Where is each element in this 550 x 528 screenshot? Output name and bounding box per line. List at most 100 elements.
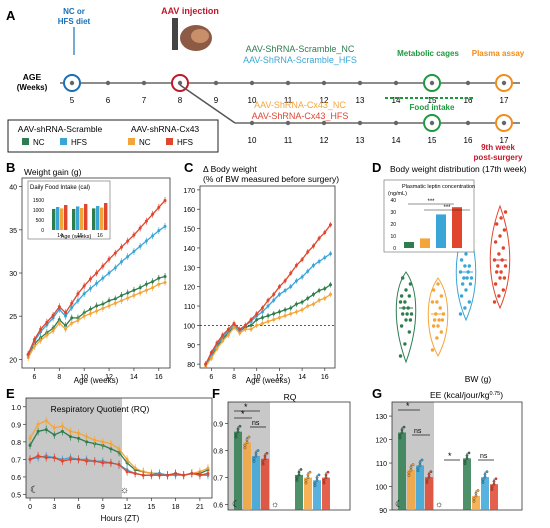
data-point [119,260,123,264]
bar-dark-cx43-nc [243,442,251,510]
panel-c-title-2: (% of BW measured before surgery) [203,174,339,184]
bar-dark-cx43-hfs [425,477,433,510]
violin-point [403,300,407,304]
data-point [126,291,130,295]
violin-point [403,342,407,346]
data-point [283,308,287,312]
food-intake-bar [64,205,68,230]
legend-swatch-hfs-cx [166,138,173,145]
cx43-nc-label: AAV-ShRNA-Cx43_NC [254,100,346,110]
bar-point [261,462,265,466]
bar-point [263,457,267,461]
week-14-dot [393,80,399,86]
week-6-label: 6 [106,96,111,105]
panel-c: C Δ Body weight (% of BW measured before… [183,160,339,385]
data-point [215,341,219,345]
data-point [36,429,40,433]
data-point [317,298,321,302]
ytick-label: 150 [183,227,195,234]
bar-point [481,478,485,482]
data-point [85,435,89,439]
ytick-label: 0.6 [11,475,21,482]
data-point [52,433,56,437]
data-point [226,333,230,337]
ytick-label: 0.6 [213,503,223,510]
data-point [277,310,281,314]
b-week-14-label: 14 [392,136,401,145]
bar-point [295,476,299,479]
inset-ytick: 0 [41,228,44,234]
bar-light-cx43-hfs [490,484,498,510]
xtick-label: 16 [321,374,329,381]
data-point [85,459,89,463]
ytick-label: 160 [183,207,195,214]
panel-g-yticks: 130 120 110 100 90 [375,414,392,515]
data-point [64,311,68,315]
data-point [323,287,327,291]
data-point [311,302,315,306]
week-11-label: 11 [284,96,293,105]
data-point [57,321,61,325]
panel-d-xlabel: BW (g) [465,374,492,384]
data-point [289,271,293,275]
bar-point [407,474,411,477]
data-point [138,286,142,290]
g-moon-icon: ☾ [395,499,403,509]
data-point [138,226,142,230]
data-point [82,292,86,296]
data-point [68,429,72,433]
legend-nc-cx: NC [139,138,151,147]
violin-point [501,288,505,292]
data-point [109,461,113,465]
inset-xtick: 15 [77,233,83,239]
week-7-dot [141,80,147,86]
bar-point [306,476,310,479]
panel-f-significance: * * ns [234,402,266,428]
data-point [45,320,49,324]
week-8-label: 8 [178,96,183,105]
data-point [289,306,293,310]
data-point [109,447,113,451]
data-point [126,296,130,300]
data-point [311,244,315,248]
inset-ytick: 1500 [33,198,44,204]
g-sig-star-2: * [448,451,452,461]
bar-light-cx43-nc [304,477,312,510]
food-intake-bar [80,208,84,230]
data-point [64,314,68,318]
b-week-17-dot [501,120,507,126]
b-week-15-dot [429,120,435,126]
moon-icon: ☾ [30,485,39,496]
bar-point [234,435,238,439]
data-point [317,260,321,264]
violin-point [406,306,410,310]
ytick-label: 0.9 [213,422,223,429]
ytick-label: 100 [375,485,387,492]
post-label-2: post-surgery [474,153,523,162]
xtick-label: 10 [253,374,261,381]
data-point [82,284,86,288]
data-point [45,333,49,337]
sig-star-2: * [241,409,245,419]
violin-point [495,222,499,226]
data-point [198,473,202,477]
data-point [226,327,230,331]
legend-scramble: AAV-shRNA-Scramble [18,124,103,134]
cages-label: Metabolic cages [397,49,459,58]
violin-point [398,354,403,358]
panel-c-xlabel: Age (weeks) [246,376,291,385]
inset-xtick: 14 [57,233,63,239]
bar-point [418,464,422,467]
data-point [157,276,161,280]
panel-c-series [200,221,335,369]
week-13-dot [357,80,363,86]
data-point [117,463,121,467]
data-point [209,351,213,355]
bar-point [409,466,413,469]
bar-point [243,443,247,447]
violin-point [496,264,500,268]
bar-point [492,482,496,486]
ns-1: ns [252,420,260,427]
data-point [88,312,92,316]
bar-point [256,449,260,452]
